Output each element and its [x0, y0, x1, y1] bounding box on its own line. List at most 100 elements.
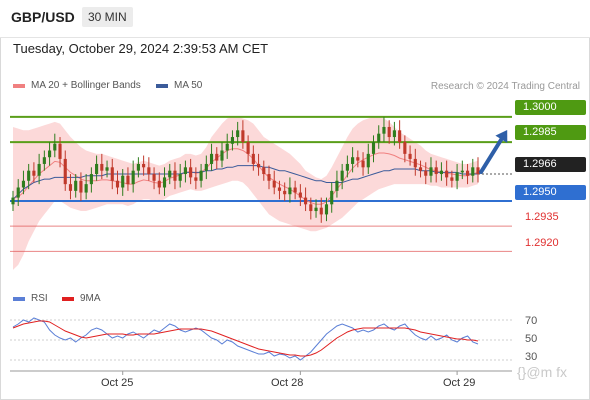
candle	[225, 133, 229, 159]
bollinger-band-fill	[13, 116, 478, 270]
candle-body	[215, 153, 219, 161]
candle	[298, 184, 302, 206]
candle	[110, 158, 114, 190]
candle	[42, 150, 46, 171]
candle-body	[398, 130, 402, 143]
candle-body	[366, 153, 370, 168]
candle-body	[314, 207, 318, 212]
candle-body	[157, 180, 161, 188]
candle-body	[225, 143, 229, 151]
candle-body	[465, 170, 470, 176]
header-bar: GBP/USD 30 MIN	[0, 0, 590, 38]
candle	[450, 170, 454, 188]
candle-body	[450, 177, 454, 181]
candle	[345, 155, 349, 178]
candle	[236, 121, 240, 146]
candle-body	[330, 190, 334, 205]
candle	[455, 163, 459, 190]
candle	[63, 150, 67, 191]
candle	[262, 160, 266, 181]
candle-body	[377, 133, 381, 143]
x-label-oct28: Oct 28	[271, 377, 304, 389]
candle-body	[283, 190, 287, 195]
candle	[131, 160, 135, 193]
candle-body	[199, 170, 203, 181]
candle	[152, 167, 156, 190]
candle-body	[136, 163, 140, 171]
candle-body	[27, 170, 31, 181]
candle-body	[89, 174, 93, 185]
candle	[74, 174, 78, 198]
candle-body	[74, 180, 78, 191]
candle-body	[32, 170, 36, 176]
candle-body	[11, 197, 15, 205]
candle	[288, 177, 292, 203]
candle-body	[58, 143, 62, 159]
candle	[324, 197, 329, 222]
legend-ma20-label: MA 20 + Bollinger Bands	[31, 80, 141, 91]
candle	[351, 147, 355, 173]
candle-body	[267, 174, 271, 181]
candle-body	[424, 170, 428, 176]
candle	[434, 160, 438, 183]
candle-body	[272, 180, 276, 188]
candle-body	[345, 163, 349, 171]
legend-ma50: MA 50	[156, 80, 202, 91]
candle-body	[403, 142, 407, 154]
candle-body	[220, 150, 224, 161]
candle-body	[68, 184, 73, 191]
candle-body	[63, 158, 67, 185]
timeframe-badge[interactable]: 30 MIN	[82, 7, 133, 27]
candle-body	[476, 167, 480, 175]
forecast-arrow-head-icon	[495, 130, 508, 143]
rsi-ma9-line	[12, 320, 479, 357]
legend-rsi: RSI	[13, 293, 48, 304]
candle-body	[304, 197, 308, 205]
candle-body	[115, 180, 120, 188]
candle	[371, 135, 376, 163]
candle	[356, 150, 360, 168]
candle-body	[335, 180, 339, 191]
candle-body	[95, 163, 99, 175]
candle-body	[173, 170, 177, 181]
candle-body	[408, 153, 412, 159]
candle	[199, 163, 203, 188]
candle-body	[168, 170, 172, 178]
candle	[241, 120, 245, 149]
candle-body	[455, 172, 459, 181]
ma50-swatch-icon	[156, 83, 168, 88]
candle	[335, 170, 339, 198]
candle-body	[194, 177, 198, 181]
candle	[105, 160, 109, 178]
candle	[95, 155, 99, 181]
candle	[314, 199, 318, 218]
candle	[68, 174, 73, 200]
price-levels	[10, 115, 512, 252]
level-label-s2: 1.2935	[525, 211, 559, 223]
candle	[377, 125, 381, 149]
candle-body	[131, 170, 135, 185]
candle-body	[324, 204, 329, 215]
candle	[58, 137, 62, 168]
candle-body	[105, 167, 109, 171]
candle-body	[183, 167, 187, 175]
level-tag-r1: 1.2985	[515, 125, 586, 140]
candle-body	[340, 170, 344, 181]
candle	[418, 160, 423, 178]
x-label-oct29: Oct 29	[443, 377, 476, 389]
candle-body	[147, 167, 151, 175]
candle	[256, 153, 261, 176]
candle	[115, 170, 120, 195]
candle-body	[230, 137, 235, 144]
candle	[168, 163, 172, 185]
legend-ma20: MA 20 + Bollinger Bands	[13, 80, 141, 91]
ma9-swatch-icon	[62, 296, 74, 301]
candle	[392, 121, 396, 146]
candle-body	[445, 170, 449, 178]
rsi-tick-50: 50	[525, 333, 538, 345]
candle	[16, 179, 20, 206]
candle-body	[392, 130, 396, 138]
candle-body	[110, 167, 114, 181]
watermark-logo: {}@m fx	[517, 364, 568, 380]
